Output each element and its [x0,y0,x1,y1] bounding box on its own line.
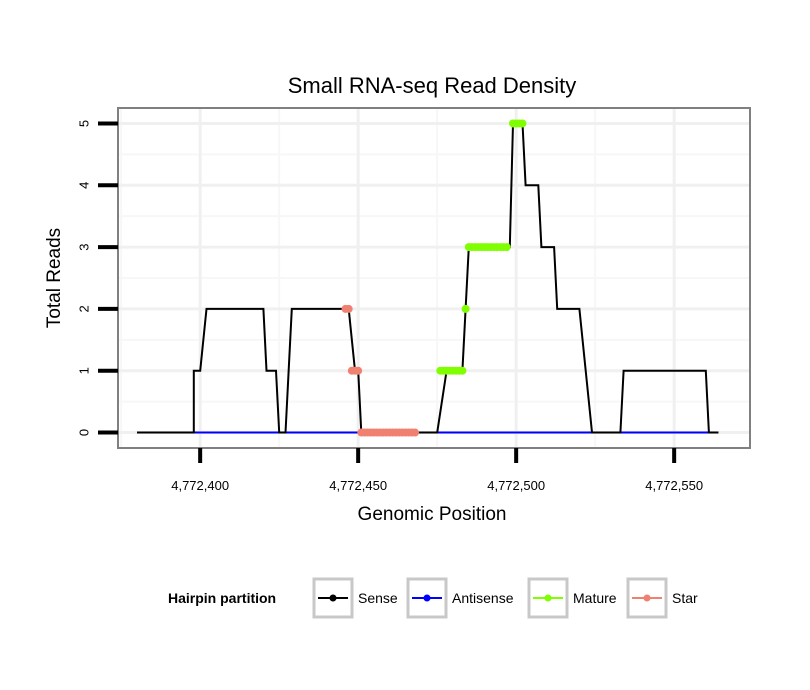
x-tick-label: 4,772,450 [329,478,387,493]
mature-point [458,366,467,375]
chart-title: Small RNA-seq Read Density [288,73,577,98]
legend-label-mature: Mature [573,590,617,606]
axes: 4,772,400 4,772,450 4,772,500 4,772,550 0 1 2 3… [77,120,704,493]
x-axis-label: Genomic Position [358,504,507,525]
y-tick-label: 1 [77,367,92,374]
legend-label-sense: Sense [358,590,398,606]
x-tick-label: 4,772,500 [487,478,545,493]
mature-point [461,304,470,313]
y-axis-label: Total Reads [44,228,65,328]
y-tick-label: 2 [77,305,92,312]
star-point [354,366,363,375]
legend-swatch-point-sense [329,594,337,602]
y-tick-label: 4 [77,182,92,189]
legend-title: Hairpin partition [168,590,276,606]
legend: Hairpin partition Sense Antisense Mature St… [168,577,698,619]
y-tick-label: 0 [77,429,92,436]
y-tick-label: 3 [77,243,92,250]
x-tick-label: 4,772,550 [645,478,703,493]
star-point [344,304,353,313]
legend-label-antisense: Antisense [452,590,514,606]
mature-point [502,243,511,252]
legend-swatch-point-star [643,594,651,602]
x-tick-label: 4,772,400 [171,478,229,493]
legend-swatch-point-mature [544,594,552,602]
legend-swatch-point-antisense [423,594,431,602]
series-layer [137,119,719,437]
legend-label-star: Star [672,590,698,606]
star-point [411,428,420,437]
y-tick-label: 5 [77,120,92,127]
mature-point [518,119,527,128]
